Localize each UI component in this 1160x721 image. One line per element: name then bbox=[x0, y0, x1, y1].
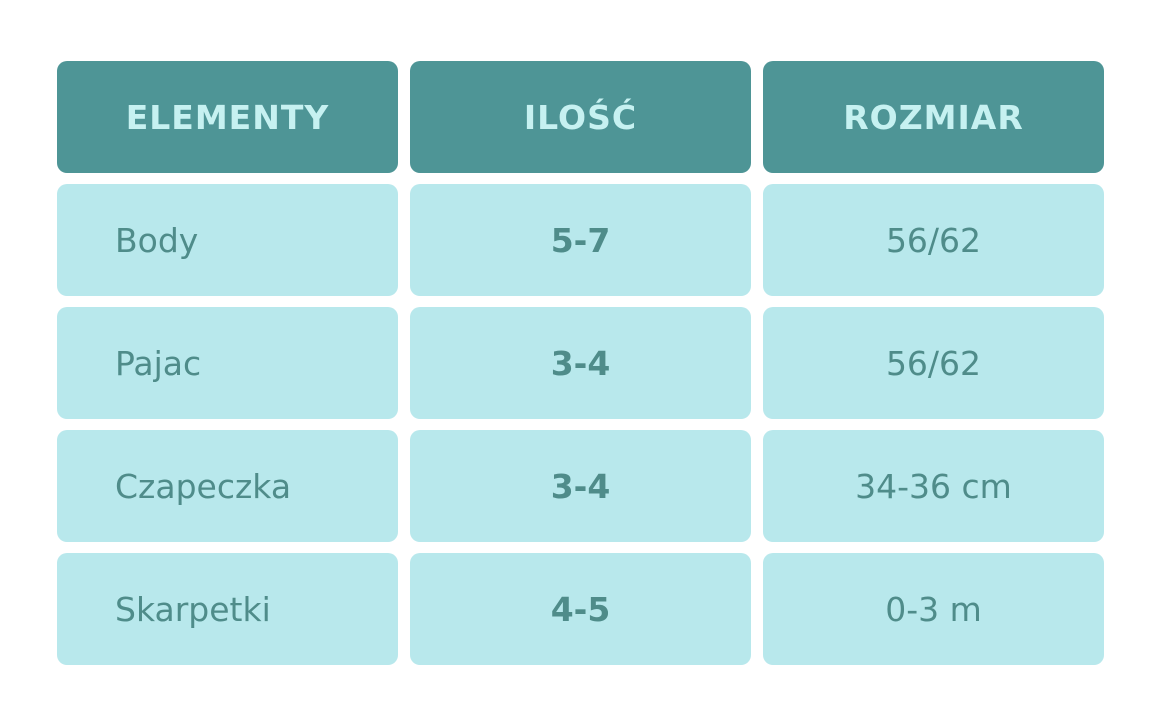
row-3-size: 34-36 cm bbox=[855, 466, 1012, 506]
size-table: ELEMENTY ILOŚĆ ROZMIAR Body 5-7 56/62 Pa… bbox=[57, 61, 1104, 665]
row-3-element-cell: Czapeczka bbox=[57, 430, 398, 542]
row-4-size-cell: 0-3 m bbox=[763, 553, 1104, 665]
row-4-element: Skarpetki bbox=[115, 589, 271, 629]
header-quantity-label: ILOŚĆ bbox=[523, 97, 638, 137]
header-quantity: ILOŚĆ bbox=[410, 61, 751, 173]
row-2-quantity: 3-4 bbox=[550, 343, 611, 383]
row-3-quantity: 3-4 bbox=[550, 466, 611, 506]
row-4-quantity: 4-5 bbox=[550, 589, 611, 629]
row-2-size-cell: 56/62 bbox=[763, 307, 1104, 419]
row-1-quantity: 5-7 bbox=[550, 220, 611, 260]
row-4-quantity-cell: 4-5 bbox=[410, 553, 751, 665]
header-size-label: ROZMIAR bbox=[843, 97, 1024, 137]
row-1-size: 56/62 bbox=[885, 220, 982, 260]
row-3-quantity-cell: 3-4 bbox=[410, 430, 751, 542]
row-1-element: Body bbox=[115, 220, 199, 260]
row-3-size-cell: 34-36 cm bbox=[763, 430, 1104, 542]
row-1-quantity-cell: 5-7 bbox=[410, 184, 751, 296]
header-elements-label: ELEMENTY bbox=[125, 97, 330, 137]
header-elements: ELEMENTY bbox=[57, 61, 398, 173]
row-2-element: Pajac bbox=[115, 343, 202, 383]
header-size: ROZMIAR bbox=[763, 61, 1104, 173]
row-1-element-cell: Body bbox=[57, 184, 398, 296]
row-1-size-cell: 56/62 bbox=[763, 184, 1104, 296]
row-4-element-cell: Skarpetki bbox=[57, 553, 398, 665]
row-3-element: Czapeczka bbox=[115, 466, 292, 506]
row-2-element-cell: Pajac bbox=[57, 307, 398, 419]
row-2-quantity-cell: 3-4 bbox=[410, 307, 751, 419]
row-2-size: 56/62 bbox=[885, 343, 982, 383]
row-4-size: 0-3 m bbox=[885, 589, 982, 629]
